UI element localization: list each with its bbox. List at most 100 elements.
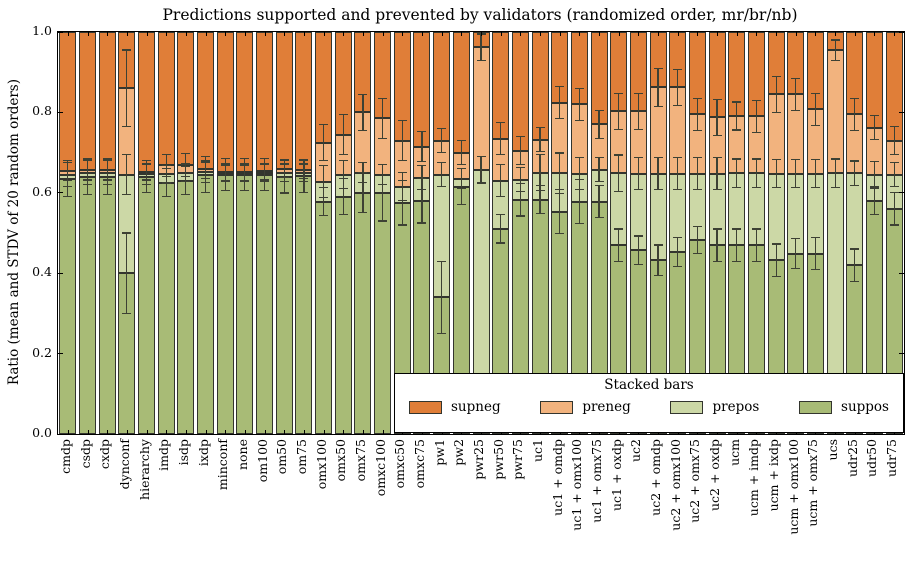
legend-label: suppos: [841, 399, 889, 415]
error-bar-cap: [476, 59, 486, 61]
error-bar-cap: [338, 188, 348, 190]
error-bar: [854, 249, 856, 282]
error-bar: [696, 226, 698, 254]
y-tick: [899, 272, 904, 274]
suppos-swatch: [799, 400, 833, 414]
error-bar: [893, 162, 895, 187]
x-tick: [362, 32, 364, 36]
error-bar-cap: [142, 179, 152, 181]
x-tick: [244, 430, 246, 434]
error-bar-cap: [810, 236, 820, 238]
error-bar-cap: [299, 191, 309, 193]
error-bar: [873, 186, 876, 215]
y-axis-label-wrap: Ratio (mean and STDV of 20 random orders…: [4, 31, 24, 433]
error-bar-cap: [751, 158, 761, 160]
x-tick: [87, 430, 89, 434]
error-bar: [893, 192, 895, 225]
bar-segment-supneg: [275, 32, 293, 169]
bar-segment-suppos: [79, 176, 96, 434]
error-bar-cap: [555, 152, 565, 154]
error-bar: [755, 228, 758, 262]
error-bar-cap: [417, 161, 427, 163]
legend-label: prepos: [712, 399, 760, 415]
error-bar-cap: [830, 39, 840, 41]
error-bar-cap: [751, 99, 761, 101]
error-bar: [578, 88, 580, 121]
error-bar: [460, 140, 462, 165]
bar-segment-supneg: [236, 32, 254, 173]
error-bar: [500, 164, 502, 197]
error-bar-cap: [869, 139, 879, 141]
bar-segment-suppos: [354, 192, 372, 434]
error-bar: [755, 100, 758, 133]
x-tick: [461, 32, 463, 36]
error-bar: [696, 157, 698, 190]
error-bar-cap: [260, 178, 270, 180]
error-bar-cap: [397, 160, 407, 162]
bar-segment-suppos: [236, 174, 254, 434]
error-bar: [480, 34, 482, 61]
error-bar-cap: [791, 109, 801, 111]
error-bar-cap: [397, 224, 407, 226]
x-tick-label: om75: [293, 439, 309, 475]
error-bar-cap: [496, 196, 506, 198]
x-tick: [343, 430, 345, 434]
error-bar-cap: [437, 152, 447, 154]
y-tick: [899, 353, 904, 355]
x-tick: [146, 430, 148, 434]
x-tick-label: omx75: [352, 439, 368, 482]
error-bar-cap: [63, 160, 73, 162]
error-bar-cap: [122, 125, 132, 128]
error-bar-cap: [712, 134, 722, 137]
error-bar-cap: [555, 233, 565, 235]
error-bar-cap: [220, 180, 230, 182]
error-bar-cap: [319, 160, 329, 162]
error-bar: [500, 122, 502, 155]
bar-segment-supneg: [197, 32, 215, 170]
error-bar-cap: [102, 158, 112, 160]
error-bar-cap: [594, 181, 604, 183]
error-bar-cap: [771, 187, 781, 189]
error-bar: [480, 156, 482, 183]
error-bar-cap: [574, 119, 584, 122]
error-bar-cap: [673, 104, 683, 107]
error-bar-cap: [220, 157, 230, 160]
y-tick-label: 0.4: [32, 264, 52, 280]
error-bar: [795, 78, 797, 111]
error-bar-cap: [712, 98, 722, 100]
error-bar-cap: [712, 189, 722, 191]
error-bar-cap: [63, 186, 73, 188]
error-bar-cap: [850, 248, 860, 250]
error-bar-cap: [535, 154, 545, 156]
error-bar-cap: [791, 237, 801, 239]
error-bar: [559, 153, 561, 194]
error-bar: [342, 178, 344, 215]
error-bar-cap: [279, 159, 289, 161]
error-bar-cap: [810, 159, 820, 161]
error-bar-cap: [220, 163, 230, 165]
y-tick: [899, 31, 904, 33]
error-bar-cap: [338, 214, 348, 216]
x-tick-label: ucm: [726, 439, 742, 466]
error-bar-cap: [614, 92, 624, 94]
error-bar-cap: [653, 67, 663, 69]
error-bar-cap: [810, 187, 820, 189]
bar-segment-prepos: [826, 173, 844, 402]
error-bar-cap: [653, 244, 663, 246]
bar-segment-supneg: [511, 32, 529, 151]
bar-segment-supneg: [177, 32, 195, 166]
x-tick: [500, 32, 502, 36]
x-tick: [579, 32, 581, 36]
error-bar-cap: [692, 225, 702, 227]
error-bar: [716, 157, 718, 190]
error-bar-cap: [437, 186, 447, 188]
error-bar-cap: [692, 129, 702, 132]
error-bar: [755, 159, 758, 188]
error-bar-cap: [437, 127, 447, 130]
error-bar-cap: [319, 215, 329, 217]
x-tick-label: pw2: [451, 439, 467, 466]
error-bar: [323, 165, 325, 198]
error-bar-cap: [437, 162, 447, 164]
x-tick: [776, 32, 778, 36]
error-bar: [362, 94, 364, 131]
